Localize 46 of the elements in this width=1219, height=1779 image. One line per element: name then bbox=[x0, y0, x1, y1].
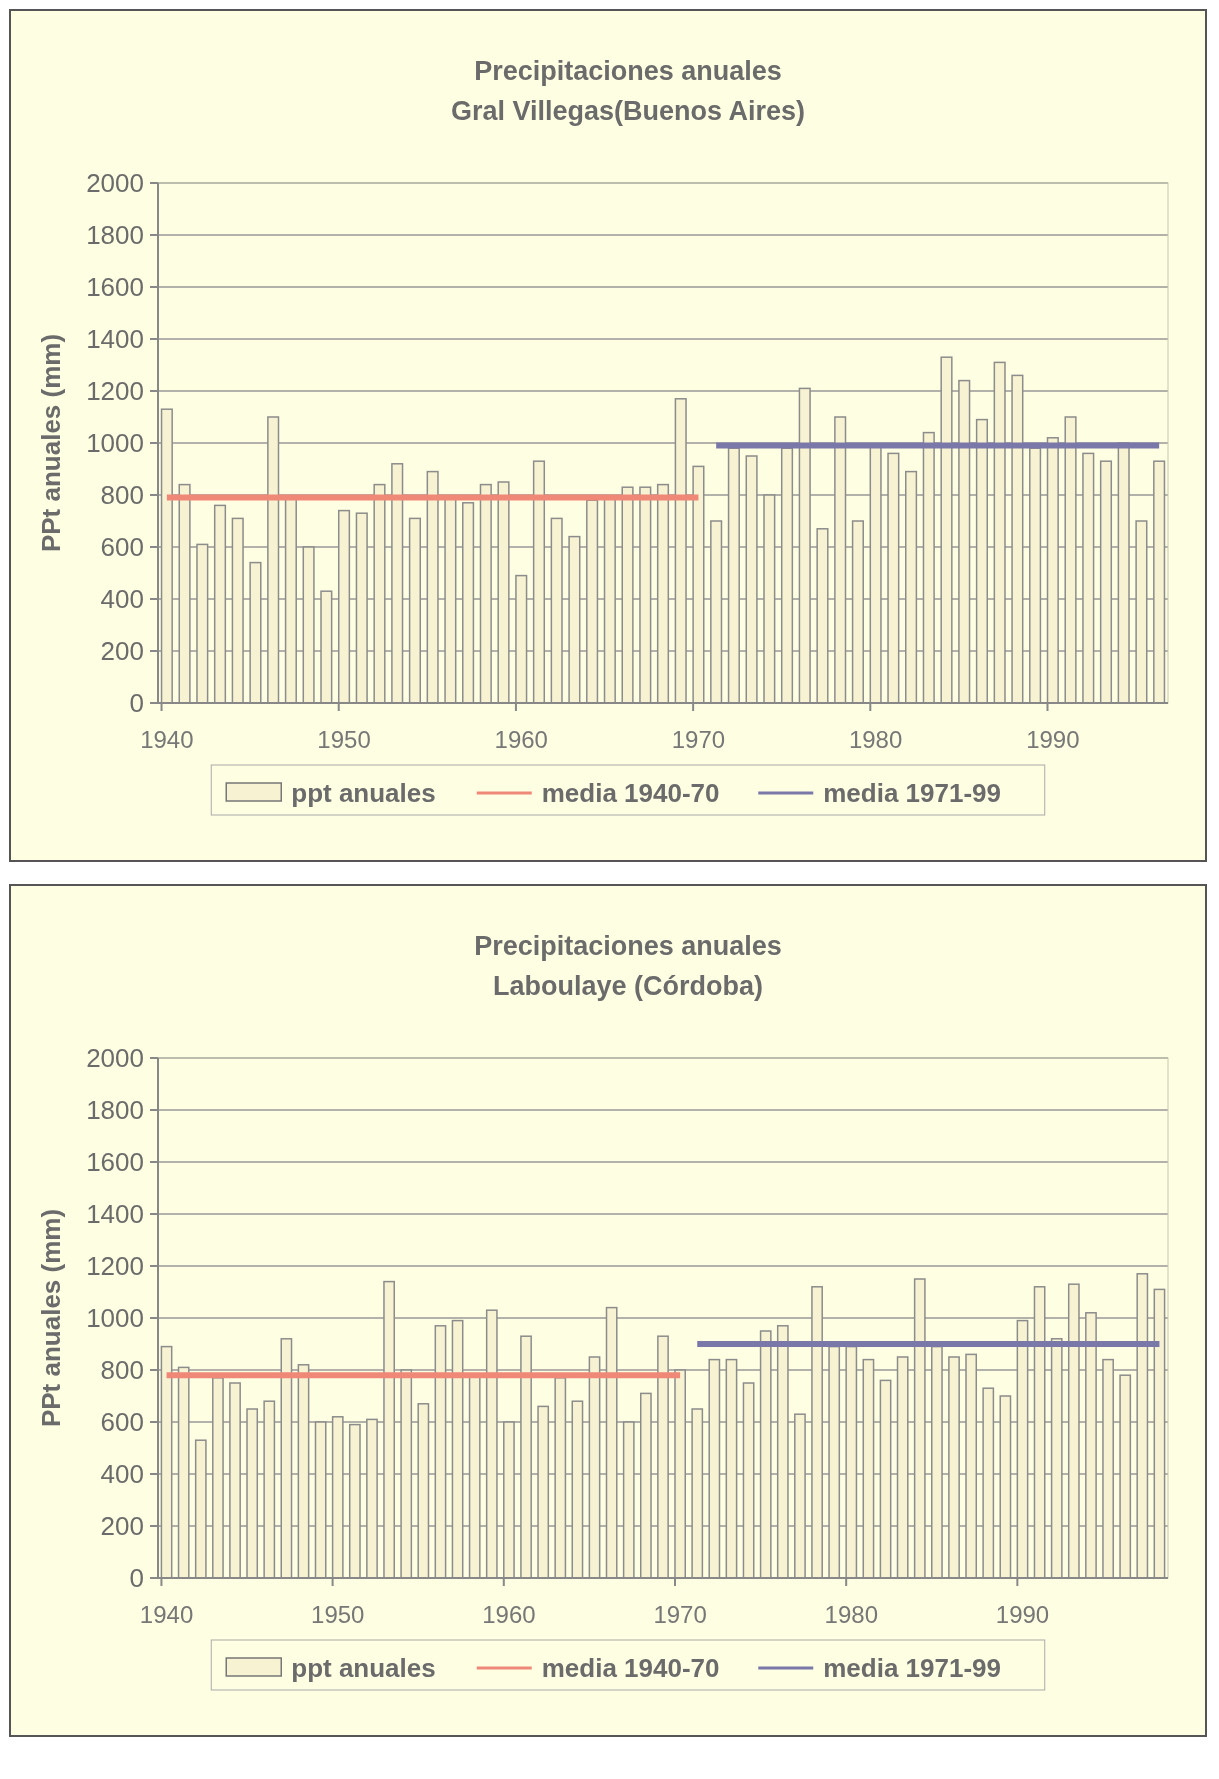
y-tick-label: 1200 bbox=[86, 376, 144, 407]
y-tick-label: 2000 bbox=[86, 168, 144, 199]
y-tick-label: 1200 bbox=[86, 1251, 144, 1282]
y-tick-label: 1600 bbox=[86, 1147, 144, 1178]
legend-label: media 1971-99 bbox=[823, 778, 1002, 809]
y-tick-label: 800 bbox=[100, 1355, 144, 1386]
legend-label: media 1940-70 bbox=[541, 778, 720, 809]
x-tick-label: 1970 bbox=[671, 726, 726, 753]
x-tick-label: 1990 bbox=[995, 1601, 1050, 1628]
y-tick-label: 2000 bbox=[86, 1043, 144, 1074]
legend-label: media 1971-99 bbox=[823, 1653, 1002, 1684]
y-tick-label: 1800 bbox=[86, 220, 144, 251]
y-tick-label: 600 bbox=[100, 1407, 144, 1438]
y-tick-label: 200 bbox=[100, 636, 144, 667]
x-tick-label: 1980 bbox=[848, 726, 903, 753]
y-tick-label: 400 bbox=[100, 1459, 144, 1490]
x-tick-label: 1990 bbox=[1026, 726, 1080, 753]
chart-subtitle: Gral Villegas(Buenos Aires) bbox=[450, 96, 806, 126]
chart-title: Precipitaciones anuales bbox=[474, 56, 782, 86]
y-tick-label: 1800 bbox=[86, 1095, 144, 1126]
y-tick-label: 1400 bbox=[86, 324, 144, 355]
text: ppt anuales bbox=[291, 778, 436, 809]
y-tick-label: 1400 bbox=[86, 1199, 144, 1230]
x-tick-label: 1980 bbox=[824, 1601, 878, 1628]
y-tick-label: 0 bbox=[129, 1563, 144, 1594]
x-tick-label: 1940 bbox=[139, 1601, 194, 1628]
y-tick-label: 0 bbox=[129, 688, 144, 719]
x-tick-label: 1950 bbox=[317, 726, 371, 753]
legend-label: media 1940-70 bbox=[541, 1653, 720, 1684]
y-axis-title: PPt anuales (mm) bbox=[36, 333, 66, 553]
y-tick-label: 1600 bbox=[86, 272, 144, 303]
y-tick-label: 400 bbox=[100, 584, 144, 615]
x-tick-label: 1960 bbox=[482, 1601, 536, 1628]
y-tick-label: 600 bbox=[100, 532, 144, 563]
chart-title: Precipitaciones anuales bbox=[474, 931, 782, 961]
y-axis-title: PPt anuales (mm) bbox=[36, 1208, 66, 1428]
chart-subtitle: Laboulaye (Córdoba) bbox=[492, 971, 764, 1001]
y-tick-label: 200 bbox=[100, 1511, 144, 1542]
x-tick-label: 1940 bbox=[140, 726, 194, 753]
x-tick-label: 1960 bbox=[494, 726, 548, 753]
y-tick-label: 800 bbox=[100, 480, 144, 511]
x-tick-label: 1950 bbox=[311, 1601, 365, 1628]
y-tick-label: 1000 bbox=[86, 1303, 144, 1334]
x-tick-label: 1970 bbox=[653, 1601, 707, 1628]
text: ppt anuales bbox=[291, 1653, 436, 1684]
y-tick-label: 1000 bbox=[86, 428, 144, 459]
